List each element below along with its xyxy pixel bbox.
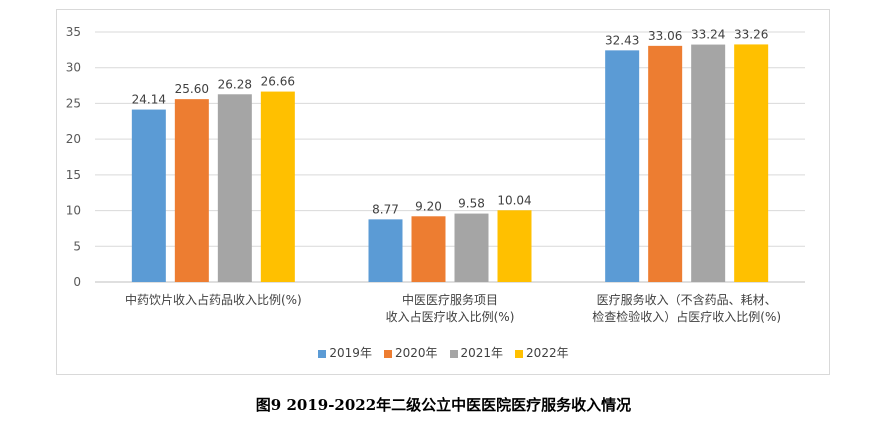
legend-swatch: [515, 349, 524, 358]
y-tick-label: 25: [66, 96, 81, 110]
data-label: 25.60: [175, 82, 209, 96]
bar: [648, 45, 683, 282]
data-label: 33.24: [691, 28, 725, 42]
bar: [260, 91, 295, 282]
bar: [217, 94, 252, 283]
y-tick-label: 35: [66, 25, 81, 39]
data-label: 24.14: [132, 93, 166, 107]
data-label: 8.77: [372, 202, 399, 216]
y-tick-label: 30: [66, 61, 81, 75]
y-tick-label: 0: [73, 275, 81, 289]
data-label: 33.26: [734, 27, 768, 41]
bar: [454, 213, 489, 282]
bar: [497, 210, 532, 282]
data-label: 26.28: [218, 77, 252, 91]
bar: [368, 219, 403, 282]
data-label: 32.43: [605, 33, 639, 47]
y-tick-label: 10: [66, 204, 81, 218]
figure-caption: 图9 2019-2022年二级公立中医医院医疗服务收入情况: [255, 396, 632, 414]
bar: [605, 50, 640, 282]
x-category-label: 收入占医疗收入比例(%): [386, 309, 515, 324]
bar: [131, 109, 166, 282]
legend-item: 2022年: [515, 344, 569, 361]
bar-chart: 0 5 10 15 20 25 30 35 24.14 25.60 26.28 26.66 中药饮片收入…: [66, 25, 805, 324]
legend-label: 2022年: [526, 346, 569, 360]
legend-item: 2020年: [383, 344, 438, 361]
y-tick-label: 5: [73, 239, 81, 253]
bar: [691, 44, 726, 283]
data-label: 9.58: [458, 197, 485, 211]
x-category-label: 医疗服务收入（不含药品、耗材、: [597, 292, 777, 307]
legend-label: 2019年: [329, 346, 372, 360]
bar: [174, 99, 209, 283]
data-label: 9.20: [415, 199, 442, 213]
y-tick-label: 20: [66, 132, 81, 146]
legend-swatch: [318, 349, 327, 358]
data-label: 33.06: [648, 29, 682, 43]
bar: [411, 216, 446, 282]
x-category-label: 检查检验收入）占医疗收入比例(%): [592, 309, 781, 324]
data-label: 10.04: [497, 193, 531, 207]
legend-item: 2019年: [318, 344, 372, 361]
legend-swatch: [449, 349, 458, 358]
data-label: 26.66: [261, 75, 295, 89]
bar: [734, 44, 769, 282]
y-tick-label: 15: [66, 168, 81, 182]
x-category-label: 中医医疗服务项目: [402, 292, 498, 307]
x-category-label: 中药饮片收入占药品收入比例(%): [125, 292, 302, 307]
legend-swatch: [383, 349, 392, 358]
legend-label: 2020年: [394, 346, 438, 360]
legend-label: 2021年: [460, 346, 504, 360]
legend: 2019年 2020年 2021年 2022年: [0, 344, 887, 361]
legend-item: 2021年: [449, 344, 504, 361]
